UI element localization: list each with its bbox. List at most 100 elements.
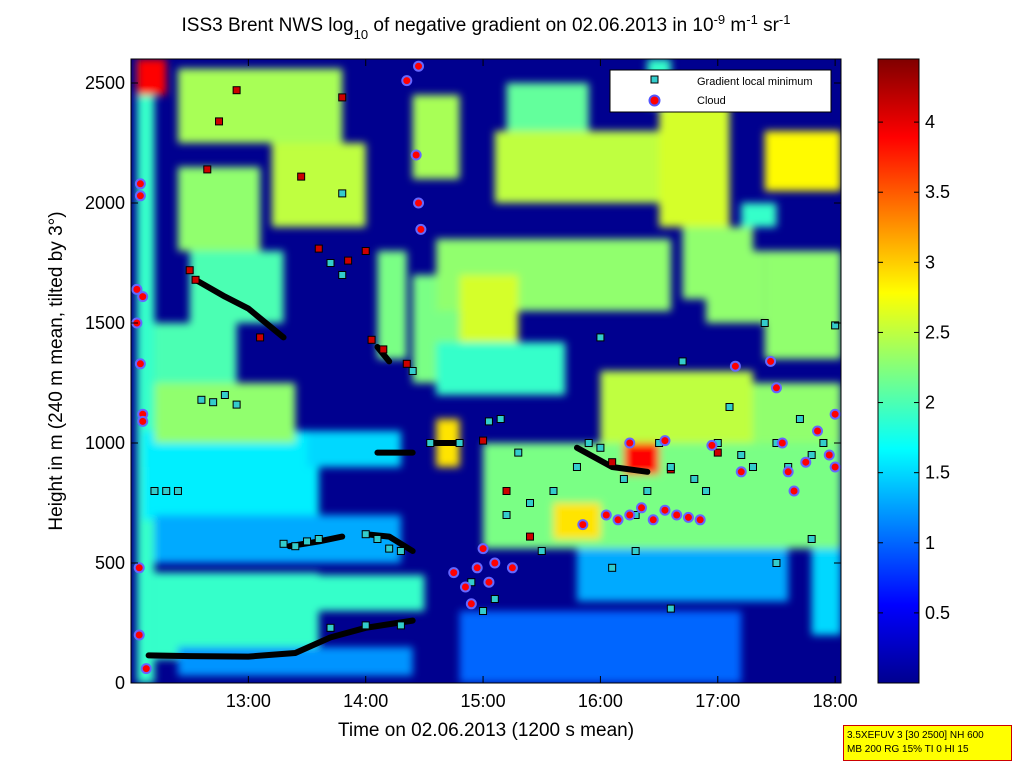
gradient-minimum-marker [338, 271, 347, 279]
cloud-marker [134, 190, 146, 202]
gradient-minimum-marker [326, 259, 335, 267]
gradient-minimum-marker [479, 607, 488, 615]
gradient-minimum-marker [760, 319, 769, 327]
y-axis-label: Height in m (240 m mean, tilted by 3°) [46, 211, 67, 530]
gradient-minimum-marker [396, 547, 405, 555]
cloud-marker [823, 449, 835, 461]
gradient-minimum-marker [279, 539, 288, 548]
cloud-marker [506, 562, 518, 574]
cloud-marker [134, 358, 146, 370]
gradient-minimum-marker-red [314, 244, 323, 253]
cloud-marker [489, 557, 501, 569]
heat-region [494, 131, 671, 203]
gradient-minimum-marker [426, 439, 435, 447]
cloud-marker [131, 283, 143, 295]
gradient-minimum-marker [490, 595, 499, 603]
gradient-minimum-marker [584, 439, 593, 447]
gradient-minimum-marker [162, 487, 171, 495]
gradient-minimum-marker [608, 563, 617, 572]
cloud-marker [465, 598, 477, 610]
colorbar-tick-label: 3.5 [925, 182, 950, 202]
heat-region [811, 548, 841, 635]
gradient-minimum-marker [795, 415, 804, 423]
gradient-minimum-marker [748, 463, 757, 471]
gradient-minimum-marker [619, 475, 628, 483]
colorbar-ticks: 0.5 1 1.5 2 2.5 3 3.5 4 [878, 112, 950, 623]
heat-region [154, 572, 319, 659]
plot-area [130, 58, 842, 684]
heat-region [154, 515, 401, 563]
cloud-marker [600, 509, 612, 521]
gradient-minimum-marker [197, 395, 206, 404]
gradient-minimum-marker [408, 367, 417, 375]
gradient-minimum-marker [807, 535, 816, 543]
gradient-minimum-marker-red [297, 172, 306, 181]
cloud-marker [765, 355, 777, 367]
cloud-marker [776, 437, 788, 449]
gradient-minimum-marker [631, 547, 640, 555]
cloud-marker [471, 562, 483, 574]
gradient-minimum-marker [303, 537, 312, 546]
cloud-marker [401, 75, 413, 87]
gradient-minimum-marker [338, 189, 347, 198]
gradient-minimum-marker [150, 487, 159, 495]
gradient-minimum-marker [678, 357, 687, 366]
heat-region [459, 275, 519, 347]
gradient-minimum-track [573, 444, 651, 475]
gradient-minimum-marker [702, 487, 711, 495]
y-tick-label: 1000 [85, 433, 125, 453]
cloud-marker [134, 178, 146, 190]
heat-region [553, 503, 601, 539]
cloud-marker [770, 382, 782, 394]
gradient-minimum-marker [819, 439, 828, 447]
cloud-marker [133, 629, 145, 641]
gradient-minimum-marker-red [203, 165, 212, 174]
x-tick-label: 17:00 [695, 691, 740, 711]
gradient-minimum-marker [666, 463, 675, 471]
heat-region [741, 203, 777, 227]
gradient-minimum-marker [361, 621, 370, 630]
cloud-marker [735, 466, 747, 478]
heat-region [706, 251, 765, 323]
cloud-marker [659, 435, 671, 447]
cloud-marker [413, 60, 425, 72]
heat-region [307, 575, 425, 611]
parameter-info-box: 3.5XEFUV 3 [30 2500] NH 600 MB 200 RG 15… [843, 725, 1012, 761]
cloud-marker [133, 562, 145, 574]
x-axis: 13:00 14:00 15:00 16:00 17:00 18:00 [226, 59, 858, 711]
cloud-marker [624, 509, 636, 521]
heat-region [459, 611, 742, 683]
legend-box [609, 69, 832, 113]
cloud-marker [659, 504, 671, 516]
gradient-minimum-marker-red [608, 458, 617, 467]
gradient-minimum-marker [526, 499, 535, 507]
colorbar: 0.5 1 1.5 2 2.5 3 3.5 4 [877, 58, 950, 684]
cloud-marker [624, 437, 636, 449]
gradient-minimum-marker [326, 623, 335, 632]
cloud-marker [829, 461, 841, 473]
cloud-marker [800, 456, 812, 468]
x-tick-label: 18:00 [813, 691, 858, 711]
gradient-minimum-marker-red [526, 532, 535, 541]
x-tick-label: 15:00 [461, 691, 506, 711]
gradient-minimum-marker [484, 417, 493, 426]
gradient-minimum-marker [291, 542, 300, 551]
legend-label-gradient-minimum: Gradient local minimum [697, 76, 813, 88]
y-tick-label: 2500 [85, 73, 125, 93]
gradient-minimum-marker [537, 547, 546, 555]
cloud-marker [782, 466, 794, 478]
cloud-marker [140, 663, 152, 675]
x-tick-label: 16:00 [578, 691, 623, 711]
heat-region [412, 95, 460, 179]
colorbar-tick-label: 2.5 [925, 322, 950, 342]
cloud-marker [459, 581, 471, 593]
legend-marker-gradient-minimum [650, 75, 659, 84]
heat-region [764, 251, 841, 359]
gradient-minimum-marker-red [379, 345, 388, 354]
heat-region [271, 143, 366, 227]
cloud-marker [477, 543, 489, 555]
cloud-marker [729, 360, 741, 372]
gradient-minimum-marker [549, 487, 558, 495]
cloud-marker [137, 415, 149, 427]
